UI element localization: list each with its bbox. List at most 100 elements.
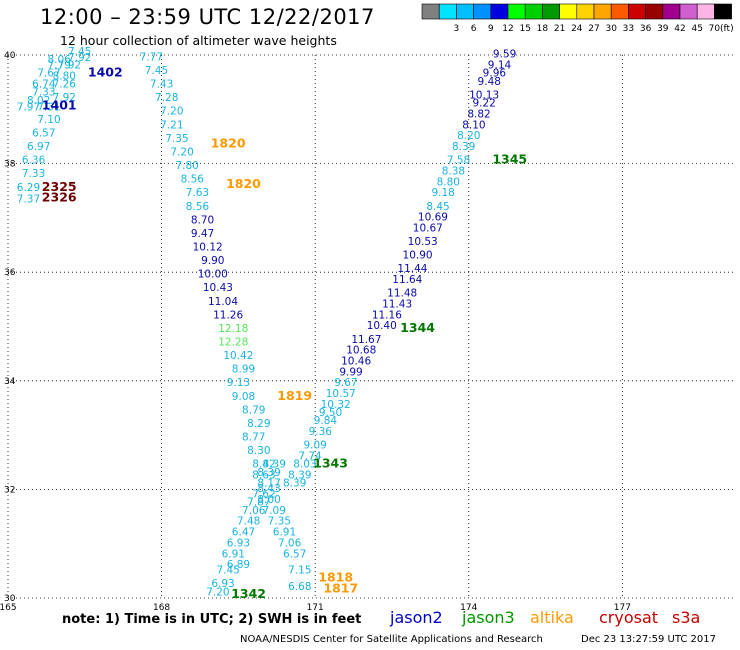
- wave-height-value: 10.12: [193, 241, 223, 253]
- wave-height-value: 9.96: [483, 68, 507, 80]
- wave-height-value: 9.36: [309, 426, 333, 438]
- wave-height-value: 7.58: [447, 155, 470, 167]
- wave-height-value: 7.20: [206, 586, 229, 598]
- wave-height-value: 7.31: [37, 101, 60, 113]
- wave-height-value: 7.45: [216, 565, 239, 577]
- wave-height-value: 10.67: [413, 222, 443, 234]
- wave-height-value: 10.90: [403, 250, 433, 262]
- pass-time-marker: 1344: [400, 320, 435, 335]
- wave-height-value: 7.10: [37, 114, 60, 126]
- lon-tick-label: 165: [0, 603, 17, 613]
- lat-tick-label: 32: [4, 485, 15, 495]
- wave-height-value: 8.39: [257, 467, 280, 479]
- wave-height-value: 8.99: [232, 364, 255, 376]
- lon-tick-label: 177: [614, 603, 631, 613]
- wave-height-value: 10.68: [346, 345, 376, 357]
- wave-height-value: 7.06: [242, 505, 266, 517]
- wave-height-value: 7.20: [160, 106, 183, 118]
- wave-height-value: 9.67: [334, 377, 357, 389]
- wave-height-value: 7.26: [53, 79, 77, 91]
- wave-height-value: 10.32: [321, 399, 351, 411]
- pass-time-marker: 1820: [226, 176, 261, 191]
- wave-height-value: 11.26: [213, 309, 243, 321]
- wave-height-value: 7.79: [48, 60, 71, 72]
- wave-height-value: 8.43: [257, 483, 280, 495]
- color-scale-label: 21: [554, 24, 565, 34]
- color-scale-label: 42: [674, 24, 685, 34]
- wave-height-value: 9.14: [488, 60, 512, 72]
- footer-note: note: 1) Time is in UTC; 2) SWH is in fe…: [62, 612, 362, 627]
- color-scale-label: 15: [519, 24, 530, 34]
- pass-time-marker: 1818: [318, 570, 353, 585]
- legend-altika: altika: [530, 608, 574, 627]
- wave-height-value: 8.20: [457, 130, 480, 142]
- color-scale-label: 3: [454, 24, 460, 34]
- wave-height-value: 9.09: [303, 440, 326, 452]
- page-subtitle: 12 hour collection of altimeter wave hei…: [60, 33, 337, 48]
- wave-height-value: 7.20: [170, 146, 193, 158]
- timestamp: Dec 23 13:27:59 UTC 2017: [581, 634, 716, 645]
- wave-height-value: 10.13: [469, 89, 499, 101]
- color-scale-label: 24: [571, 24, 583, 34]
- wave-height-value: 9.84: [314, 415, 338, 427]
- lat-tick-label: 36: [4, 268, 16, 278]
- wave-height-value: 10.40: [367, 320, 397, 332]
- lon-tick-label: 174: [460, 603, 477, 613]
- wave-height-value: 7.45: [68, 46, 91, 58]
- pass-time-marker: 1342: [231, 586, 266, 601]
- wave-height-value: 10.43: [203, 282, 233, 294]
- wave-height-value: 10.46: [341, 356, 371, 368]
- color-scale-label: 45: [691, 24, 702, 34]
- lat-tick-label: 34: [4, 377, 16, 387]
- wave-height-value: 7.48: [237, 516, 260, 528]
- wave-height-value: 12.18: [218, 323, 248, 335]
- color-scale-label: 18: [537, 24, 549, 34]
- wave-height-value: 8.39: [288, 470, 311, 482]
- wave-height-value: 8.39: [283, 478, 306, 490]
- lat-tick-label: 38: [4, 160, 16, 170]
- wave-height-value: 12.28: [218, 337, 248, 349]
- color-scale-unit: (ft): [720, 24, 734, 34]
- wave-height-value: 8.29: [247, 418, 270, 430]
- wave-height-value: 7.67: [37, 68, 60, 80]
- wave-height-value: 9.50: [319, 407, 342, 419]
- lat-tick-label: 30: [4, 594, 16, 604]
- wave-height-value: 6.93: [211, 578, 234, 590]
- wave-height-value: 8.77: [242, 432, 265, 444]
- wave-height-value: 7.33: [32, 87, 55, 99]
- wave-height-value: 7.28: [155, 92, 178, 104]
- color-scale-label: 70: [709, 24, 721, 34]
- wave-height-value: 6.97: [27, 141, 50, 153]
- wave-height-value: 7.74: [298, 451, 322, 463]
- wave-height-value: 6.74: [32, 79, 56, 91]
- wave-height-value: 8.56: [186, 201, 210, 213]
- wave-height-value: 9.99: [339, 366, 362, 378]
- wave-height-value: 7.21: [160, 119, 183, 131]
- wave-height-value: 9.59: [493, 49, 516, 61]
- wave-height-value: 7.06: [278, 537, 302, 549]
- wave-height-value: 10.57: [326, 388, 356, 400]
- wave-height-value: 9.08: [232, 391, 255, 403]
- wave-height-value: 10.53: [408, 236, 438, 248]
- wave-height-value: 10.00: [198, 269, 228, 281]
- wave-height-value: 6.68: [288, 581, 311, 593]
- wave-height-value: 7.43: [150, 79, 173, 91]
- wave-height-value: 11.67: [351, 334, 381, 346]
- wave-height-value: 8.45: [426, 201, 449, 213]
- legend-jason2: jason2: [390, 608, 443, 627]
- pass-time-marker: 1820: [211, 135, 246, 150]
- wave-height-value: 7.87: [247, 497, 270, 509]
- wave-height-value: 8.80: [437, 176, 460, 188]
- wave-height-value: 9.18: [431, 187, 454, 199]
- color-scale-label: 9: [488, 24, 494, 34]
- wave-height-value: 8.38: [442, 165, 465, 177]
- pass-time-marker: 1401: [42, 97, 77, 112]
- wave-height-value: 9.22: [472, 98, 495, 110]
- wave-height-value: 6.36: [22, 155, 46, 167]
- wave-height-value: 7.63: [186, 187, 209, 199]
- wave-height-value: 8.82: [467, 108, 490, 120]
- wave-height-value: 6.47: [232, 527, 255, 539]
- wave-height-value: 11.04: [208, 296, 238, 308]
- wave-height-value: 8.39: [452, 141, 475, 153]
- wave-height-value: 6.91: [222, 548, 245, 560]
